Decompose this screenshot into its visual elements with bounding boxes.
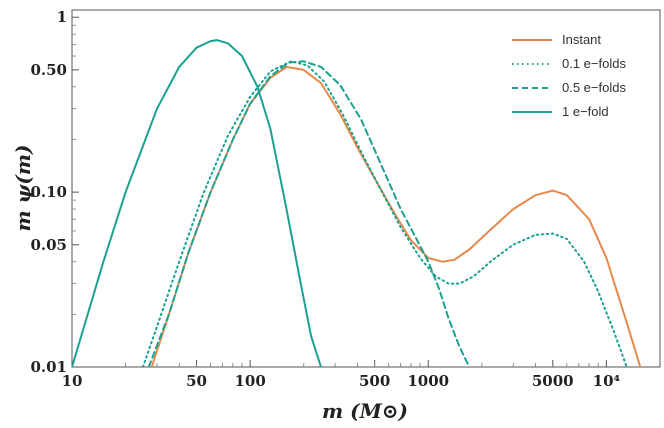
y-axis-label: m ψ(m): [11, 144, 35, 231]
series-layer: [72, 39, 642, 367]
y-tick-label: 1: [57, 8, 67, 26]
series-line-2: [147, 60, 471, 367]
y-tick-label: 0.10: [30, 183, 67, 201]
legend-label: 1 e−fold: [562, 104, 609, 119]
series-line-3: [72, 39, 322, 367]
x-axis-ticks: 10 50 100 500 1000 5000 10⁴: [62, 360, 621, 390]
legend-label: 0.1 e−folds: [562, 56, 626, 71]
x-axis-label: m (M⊙): [322, 399, 408, 423]
x-tick-label: 50: [186, 372, 207, 390]
y-tick-label: 0.05: [30, 236, 67, 254]
series-line-1: [141, 60, 628, 367]
legend: Instant 0.1 e−folds 0.5 e−folds 1 e−fold: [512, 32, 626, 119]
x-tick-label: 10⁴: [593, 372, 621, 390]
legend-label: Instant: [562, 32, 601, 47]
y-tick-label: 0.50: [30, 61, 67, 79]
legend-label: 0.5 e−folds: [562, 80, 626, 95]
x-tick-label: 1000: [407, 372, 449, 390]
x-tick-label: 10: [62, 372, 83, 390]
plot-frame: [71, 9, 661, 368]
x-tick-label: 100: [234, 372, 265, 390]
y-tick-label: 0.01: [30, 358, 67, 376]
y-axis-ticks: 0.01 0.05 0.10 0.50 1: [30, 8, 79, 376]
x-tick-label: 500: [359, 372, 390, 390]
x-tick-label: 5000: [532, 372, 574, 390]
